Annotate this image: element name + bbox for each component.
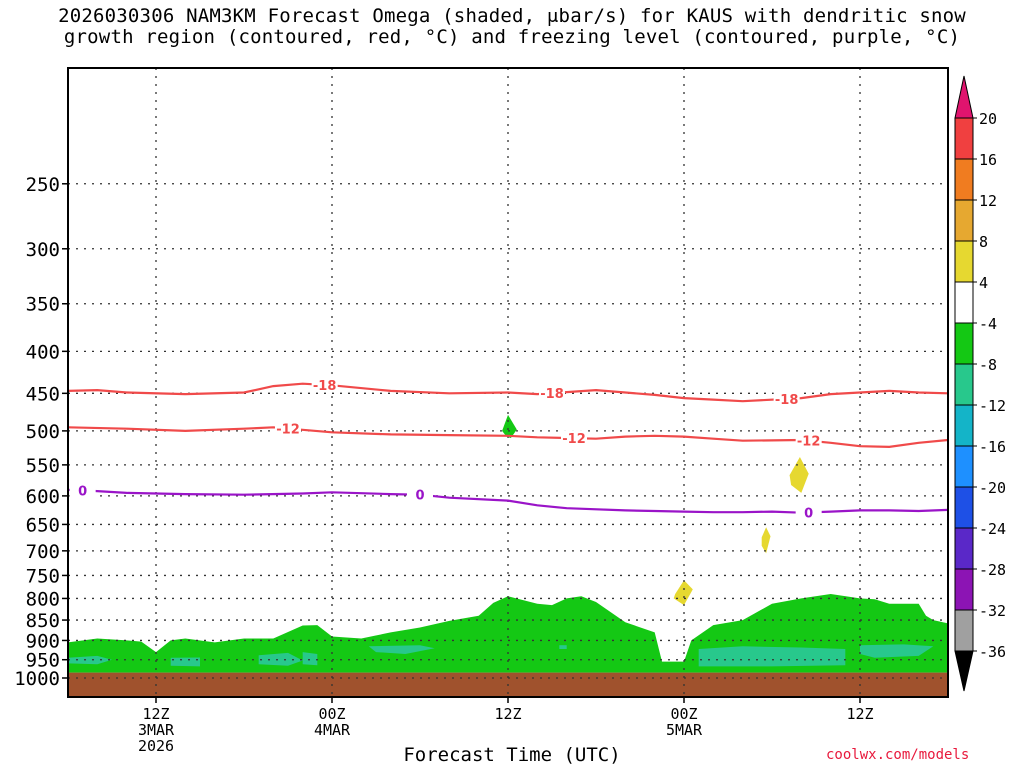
colorbar-label: -20 bbox=[979, 479, 1006, 497]
contour-label: -12 bbox=[276, 423, 300, 438]
colorbar-bin-1 bbox=[954, 158, 974, 201]
colorbar-label: 16 bbox=[979, 151, 997, 169]
shaded-region-teal-6 bbox=[698, 646, 846, 667]
x-tick-label: 4MAR bbox=[314, 721, 351, 739]
shaded-region-3 bbox=[761, 527, 771, 554]
y-tick-label: 550 bbox=[26, 455, 60, 477]
source-credit: coolwx.com/models bbox=[826, 747, 970, 763]
x-tick-label: 2026 bbox=[138, 737, 174, 755]
y-tick-label: 950 bbox=[26, 650, 60, 672]
colorbar-bin-9 bbox=[954, 486, 974, 529]
contour-label: -12 bbox=[562, 432, 586, 447]
x-tick-label: 12Z bbox=[142, 705, 169, 723]
contour-lines: -18 -18 -18 -12 -12 -12 0 0 0 bbox=[67, 376, 949, 521]
x-tick-label: 00Z bbox=[318, 705, 345, 723]
colorbar-bin-10 bbox=[954, 527, 974, 570]
colorbar-label: -4 bbox=[979, 315, 997, 333]
shaded-region-teal-5 bbox=[559, 645, 567, 649]
colorbar-bin-0 bbox=[954, 117, 974, 160]
contour-line-1 bbox=[67, 426, 949, 449]
shaded-region-teal-1 bbox=[170, 657, 200, 667]
contour-label-bg-2-1 bbox=[407, 486, 433, 502]
shaded-region-2 bbox=[789, 457, 809, 493]
omega-shading bbox=[68, 414, 948, 673]
colorbar-bin-3 bbox=[954, 240, 974, 283]
shaded-region-teal-0 bbox=[68, 655, 112, 665]
title-line-2: growth region (contoured, red, °C) and f… bbox=[63, 26, 961, 48]
colorbar-label: -16 bbox=[979, 438, 1006, 456]
y-tick-label: 1000 bbox=[14, 668, 60, 690]
x-axis-label: Forecast Time (UTC) bbox=[403, 744, 621, 766]
colorbar-bin-8 bbox=[954, 445, 974, 488]
contour-label: 0 bbox=[415, 489, 424, 504]
y-tick-label: 400 bbox=[26, 341, 60, 363]
colorbar-bin-5 bbox=[954, 322, 974, 365]
contour-label: -18 bbox=[775, 393, 799, 408]
y-tick-label: 750 bbox=[26, 565, 60, 587]
title-line-1: 2026030306 NAM3KM Forecast Omega (shaded… bbox=[58, 5, 966, 27]
colorbar-label: 8 bbox=[979, 233, 988, 251]
shaded-region-4 bbox=[673, 580, 693, 606]
shaded-region-teal-2 bbox=[258, 652, 303, 666]
colorbar-bin-12 bbox=[954, 609, 974, 652]
contour-label-bg-0-2 bbox=[773, 390, 800, 406]
chart-title: 2026030306 NAM3KM Forecast Omega (shaded… bbox=[0, 6, 1024, 48]
contour-label-bg-0-0 bbox=[311, 376, 338, 392]
contour-label: 0 bbox=[78, 485, 87, 500]
colorbar-top-arrow bbox=[954, 75, 974, 119]
colorbar-bin-4 bbox=[954, 281, 974, 324]
colorbar-label: -8 bbox=[979, 356, 997, 374]
contour-line-2 bbox=[67, 488, 949, 514]
colorbar-label: 20 bbox=[979, 110, 997, 128]
y-tick-label: 850 bbox=[26, 610, 60, 632]
y-tick-label: 900 bbox=[26, 630, 60, 652]
shaded-region-teal-4 bbox=[368, 645, 435, 654]
y-tick-label: 650 bbox=[26, 514, 60, 536]
y-axis-ticks: 2503003504004505005506006507007508008509… bbox=[14, 174, 68, 690]
contour-label-bg-2-0 bbox=[69, 482, 96, 498]
contour-label-bg-0-1 bbox=[539, 385, 565, 401]
contour-label: -18 bbox=[313, 379, 337, 394]
colorbar-bin-6 bbox=[954, 363, 974, 406]
contour-label: -12 bbox=[797, 435, 821, 450]
colorbar-label: -24 bbox=[979, 520, 1006, 538]
colorbar-bin-7 bbox=[954, 404, 974, 447]
colorbar-label: -12 bbox=[979, 397, 1006, 415]
contour-label: -18 bbox=[540, 387, 564, 402]
colorbar-label: 4 bbox=[979, 274, 988, 292]
contour-label: 0 bbox=[804, 506, 813, 521]
y-tick-label: 500 bbox=[26, 421, 60, 443]
y-tick-label: 800 bbox=[26, 588, 60, 610]
colorbar-bin-11 bbox=[954, 568, 974, 611]
x-tick-label: 12Z bbox=[846, 705, 873, 723]
y-tick-label: 350 bbox=[26, 294, 60, 316]
colorbar-label: 12 bbox=[979, 192, 997, 210]
colorbar-label: -28 bbox=[979, 561, 1006, 579]
x-tick-label: 12Z bbox=[494, 705, 521, 723]
contour-label-bg-1-2 bbox=[795, 432, 822, 448]
contour-label-bg-1-1 bbox=[561, 430, 587, 446]
colorbar-label: -36 bbox=[979, 643, 1006, 661]
colorbar-bin-2 bbox=[954, 199, 974, 242]
colorbar-label: -32 bbox=[979, 602, 1006, 620]
shaded-region-teal-3 bbox=[302, 652, 318, 666]
colorbar: 20 16 12 8 4 -4 -8 -12 -16 -20 -24 -28 -32 -36 bbox=[954, 75, 1006, 692]
x-tick-label: 5MAR bbox=[666, 721, 703, 739]
contour-label-bg-2-2 bbox=[795, 504, 822, 520]
contour-label-bg-1-0 bbox=[275, 420, 301, 436]
y-tick-label: 300 bbox=[26, 239, 60, 261]
x-tick-label: 00Z bbox=[670, 705, 697, 723]
shaded-region-teal-7 bbox=[860, 644, 934, 658]
contour-line-0 bbox=[67, 382, 949, 403]
colorbar-bottom-arrow bbox=[954, 650, 974, 692]
y-tick-label: 700 bbox=[26, 541, 60, 563]
shaded-region-1 bbox=[502, 414, 517, 438]
x-tick-label: 3MAR bbox=[138, 721, 175, 739]
y-tick-label: 250 bbox=[26, 174, 60, 196]
y-tick-label: 450 bbox=[26, 383, 60, 405]
y-tick-label: 600 bbox=[26, 486, 60, 508]
